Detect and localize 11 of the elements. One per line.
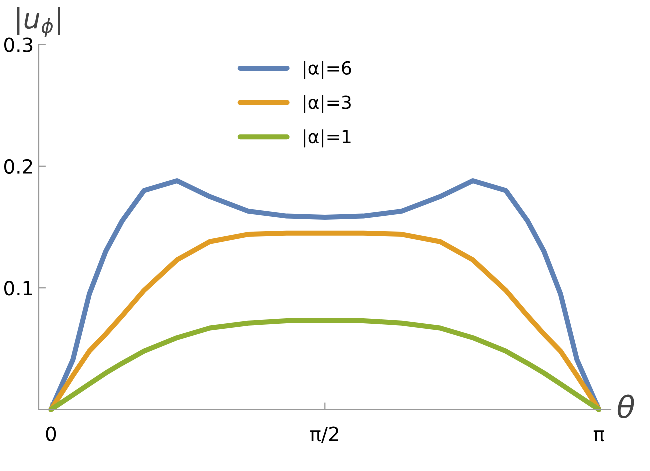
x-tick-label: π/2 xyxy=(310,426,339,444)
y-tick-label: 0.3 xyxy=(4,38,33,52)
y-tick-label: 0.1 xyxy=(4,281,32,296)
y-tick-label: 0.2 xyxy=(4,159,32,174)
x-axis-title: θ xyxy=(618,394,634,419)
legend-label: |α|=6 xyxy=(304,60,352,80)
legend-label: |α|=3 xyxy=(304,95,351,114)
y-axis-title: |u$_{ϕ}$| xyxy=(17,7,61,38)
legend-label: |α|=1 xyxy=(304,130,351,148)
x-tick-label: π xyxy=(594,430,604,442)
x-tick-label: 0 xyxy=(46,426,56,442)
